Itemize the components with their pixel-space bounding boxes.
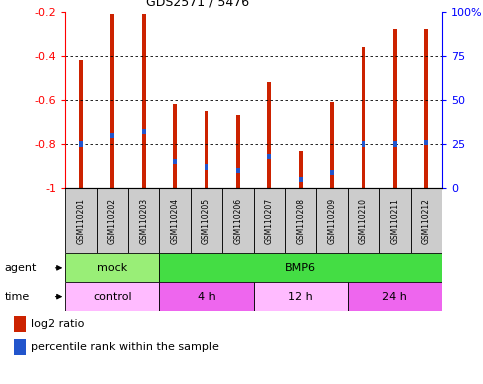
Text: GSM110204: GSM110204	[170, 198, 180, 244]
Bar	[65, 282, 159, 311]
Bar	[142, 129, 145, 134]
Bar	[425, 29, 428, 188]
Title: GDS2571 / 5476: GDS2571 / 5476	[145, 0, 249, 9]
Text: GSM110207: GSM110207	[265, 198, 274, 244]
Bar	[299, 177, 302, 182]
Text: GSM110202: GSM110202	[108, 198, 117, 244]
Bar	[379, 188, 411, 253]
Text: log2 ratio: log2 ratio	[30, 319, 84, 329]
Bar	[142, 14, 145, 188]
Text: percentile rank within the sample: percentile rank within the sample	[30, 342, 218, 352]
Bar	[14, 339, 26, 355]
Text: 4 h: 4 h	[198, 291, 215, 302]
Text: 24 h: 24 h	[383, 291, 407, 302]
Bar	[222, 188, 254, 253]
Bar	[159, 282, 254, 311]
Bar	[205, 111, 208, 188]
Bar	[65, 253, 159, 282]
Text: GSM110210: GSM110210	[359, 198, 368, 244]
Bar	[111, 132, 114, 138]
Text: GSM110206: GSM110206	[233, 198, 242, 244]
Bar	[159, 253, 442, 282]
Text: GSM110203: GSM110203	[139, 198, 148, 244]
Text: BMP6: BMP6	[285, 263, 316, 273]
Text: GSM110208: GSM110208	[296, 198, 305, 244]
Bar	[173, 104, 177, 188]
Bar	[348, 188, 379, 253]
Bar	[254, 188, 285, 253]
Text: control: control	[93, 291, 131, 302]
Bar	[393, 29, 397, 188]
Bar	[65, 188, 97, 253]
Text: GSM110212: GSM110212	[422, 198, 431, 244]
Text: GSM110211: GSM110211	[390, 198, 399, 244]
Bar	[205, 164, 208, 170]
Text: GSM110205: GSM110205	[202, 198, 211, 244]
Text: GSM110209: GSM110209	[327, 198, 337, 244]
Bar	[268, 154, 271, 159]
Bar	[299, 151, 302, 188]
Bar	[285, 188, 316, 253]
Bar	[173, 159, 177, 164]
Text: mock: mock	[97, 263, 128, 273]
Bar	[330, 170, 334, 175]
Bar	[348, 282, 442, 311]
Bar	[159, 188, 191, 253]
Bar	[191, 188, 222, 253]
Bar	[236, 115, 240, 188]
Bar	[128, 188, 159, 253]
Bar	[411, 188, 442, 253]
Bar	[111, 14, 114, 188]
Text: 12 h: 12 h	[288, 291, 313, 302]
Bar	[254, 282, 348, 311]
Bar	[393, 141, 397, 147]
Text: GSM110201: GSM110201	[76, 198, 85, 244]
Text: time: time	[5, 291, 30, 302]
Bar	[362, 47, 365, 188]
Bar	[79, 60, 83, 188]
Bar	[14, 316, 26, 332]
Bar	[362, 141, 365, 147]
Bar	[330, 102, 334, 188]
Bar	[97, 188, 128, 253]
Bar	[268, 82, 271, 188]
Text: agent: agent	[5, 263, 37, 273]
Bar	[425, 140, 428, 145]
Bar	[79, 141, 83, 147]
Bar	[236, 168, 240, 173]
Bar	[316, 188, 348, 253]
